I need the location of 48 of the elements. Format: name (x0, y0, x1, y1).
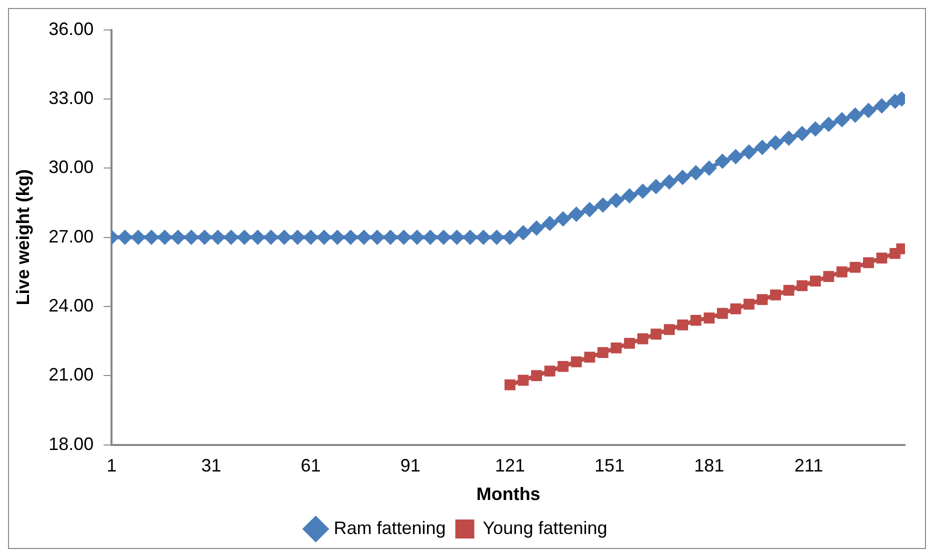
y-tick-label: 27.00 (48, 226, 94, 246)
legend-label: Young fattening (482, 518, 608, 538)
x-axis-title: Months (476, 484, 540, 504)
y-tick-label: 30.00 (48, 157, 94, 178)
y-tick-label: 36.00 (48, 18, 94, 39)
point (624, 338, 635, 349)
point (836, 266, 848, 278)
point (637, 333, 648, 344)
point (518, 374, 529, 386)
x-tick-label: 31 (201, 456, 222, 476)
point (504, 379, 516, 390)
point (810, 276, 821, 287)
x-tick-label: 211 (794, 456, 824, 476)
legend-label: Ram fattening (334, 518, 446, 538)
point (730, 303, 742, 314)
point (704, 312, 715, 324)
x-tick-label: 151 (594, 456, 625, 476)
point (690, 314, 702, 326)
x-tick-label: 91 (400, 456, 420, 476)
point (544, 366, 556, 376)
y-tick-label: 18.00 (48, 434, 94, 454)
point (558, 360, 569, 372)
y-tick-label: 21.00 (48, 364, 94, 385)
point (876, 252, 888, 264)
x-tick-label: 61 (300, 456, 321, 476)
point (783, 284, 794, 296)
point (744, 298, 754, 310)
x-tick-label: 1 (106, 456, 117, 476)
point (823, 271, 834, 282)
x-tick-label: 181 (694, 456, 724, 476)
point (597, 347, 608, 358)
y-tick-label: 24.00 (48, 295, 94, 316)
point (796, 280, 808, 292)
point (584, 352, 596, 363)
point (570, 356, 582, 368)
x-tick-label: 121 (494, 456, 526, 476)
y-tick-label: 33.00 (48, 88, 94, 108)
point (850, 262, 861, 273)
point (531, 370, 542, 382)
point (664, 324, 675, 335)
point (610, 342, 622, 354)
point (650, 328, 662, 340)
point (716, 308, 728, 319)
point (863, 257, 874, 268)
point (770, 289, 781, 300)
y-axis-title: Live weight (kg) (12, 169, 33, 306)
point (756, 294, 768, 305)
point (677, 319, 688, 330)
